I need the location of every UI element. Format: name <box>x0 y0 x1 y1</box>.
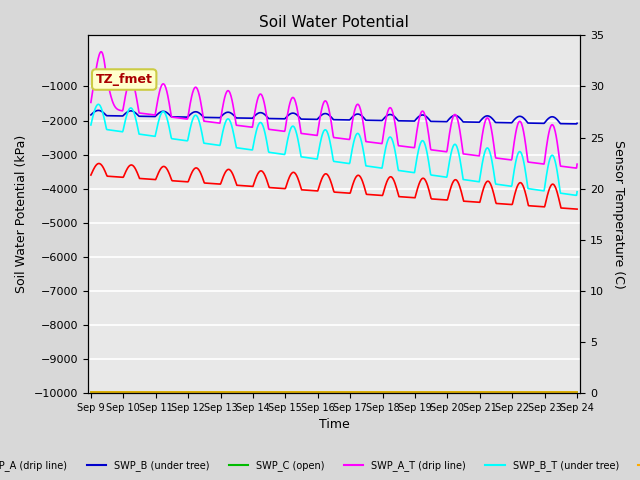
Legend: SWP_A (drip line), SWP_B (under tree), SWP_C (open), SWP_A_T (drip line), SWP_B_: SWP_A (drip line), SWP_B (under tree), S… <box>0 456 640 475</box>
Title: Soil Water Potential: Soil Water Potential <box>259 15 409 30</box>
Text: TZ_fmet: TZ_fmet <box>96 73 152 86</box>
Y-axis label: Soil Water Potential (kPa): Soil Water Potential (kPa) <box>15 135 28 293</box>
Y-axis label: Sensor Temperature (C): Sensor Temperature (C) <box>612 140 625 288</box>
X-axis label: Time: Time <box>319 419 349 432</box>
